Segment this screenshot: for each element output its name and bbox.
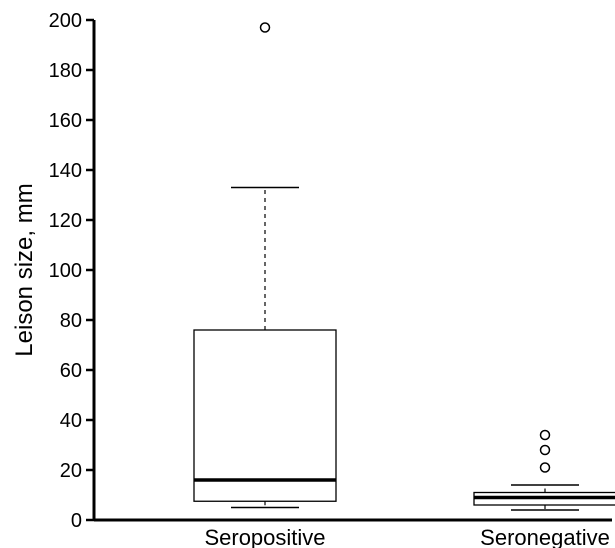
x-category-label: Seronegative [480,525,610,548]
y-tick-label: 100 [49,260,82,282]
y-tick-label: 40 [60,410,82,432]
y-tick-label: 80 [60,310,82,332]
box-seronegative [473,429,615,511]
outlier-point [539,462,551,473]
y-tick-label: 60 [60,360,82,382]
y-tick-label: 20 [60,460,82,482]
box-series [193,22,615,511]
y-tick-label: 140 [49,160,82,182]
x-axis: Seropositive Seronegative [94,518,612,548]
y-tick-label: 0 [71,510,82,532]
y-axis-title: Leison size, mm [11,183,38,356]
y-axis: 0 20 40 60 80 100 120 140 160 180 200 [49,10,96,532]
outlier-point [539,444,551,456]
outlier-point [539,429,551,441]
iqr-box [193,329,337,502]
box-seropositive [193,22,337,509]
x-category-label: Seropositive [204,525,325,548]
y-tick-label: 120 [49,210,82,232]
outlier-point [259,22,271,33]
y-tick-label: 160 [49,110,82,132]
y-tick-label: 180 [49,60,82,82]
y-tick-label: 200 [49,10,82,32]
